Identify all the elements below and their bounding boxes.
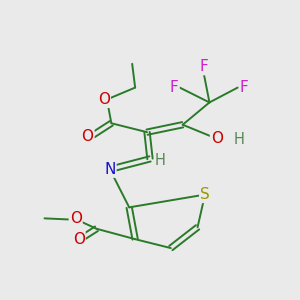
- Text: F: F: [199, 59, 208, 74]
- Text: F: F: [170, 80, 179, 95]
- Text: N: N: [104, 162, 116, 177]
- Text: O: O: [82, 129, 94, 144]
- Text: O: O: [73, 232, 85, 247]
- Text: O: O: [98, 92, 110, 107]
- Text: O: O: [211, 130, 223, 146]
- Text: F: F: [240, 80, 249, 95]
- Text: S: S: [200, 187, 210, 202]
- Text: H: H: [155, 153, 166, 168]
- Text: H: H: [234, 132, 244, 147]
- Text: O: O: [70, 211, 82, 226]
